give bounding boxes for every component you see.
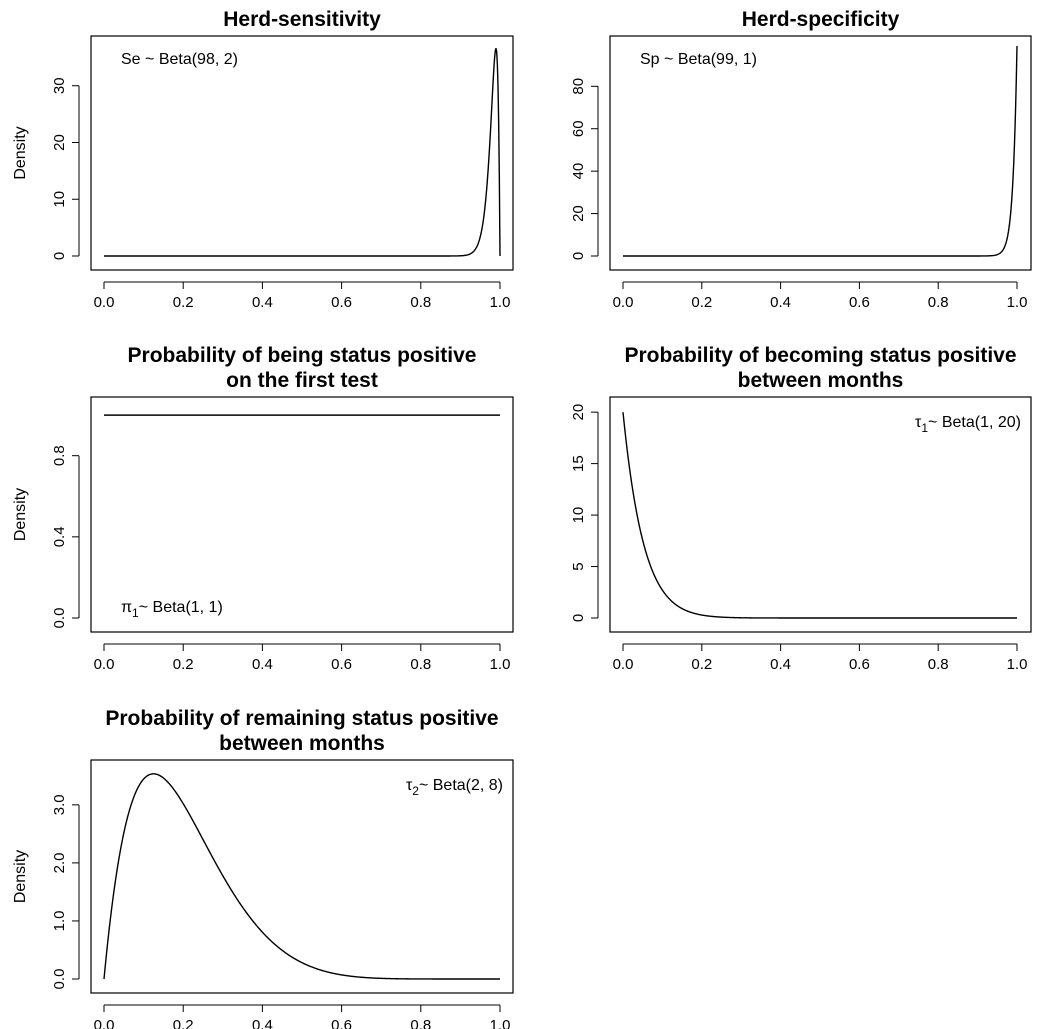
- panel-1: Herd-sensitivity 0.0 0.2 0.4 0.6 0.8 1.0 0 10 20 3…: [12, 8, 514, 311]
- panel-title: Probability of remaining status positive: [105, 707, 498, 730]
- x-tick-label: 0.6: [849, 656, 870, 673]
- x-tick-label: 0.8: [410, 1017, 431, 1029]
- y-tick-label: 2.0: [51, 852, 68, 873]
- distribution-annotation: Sp ~ Beta(99, 1): [640, 51, 757, 68]
- panel-title: between months: [219, 732, 385, 755]
- panel-4: Probability of becoming status positiveb…: [570, 344, 1032, 673]
- panel-title: Herd-specificity: [742, 8, 900, 31]
- y-tick-label: 0: [51, 252, 68, 260]
- annotation-subscript: 1: [132, 606, 139, 620]
- x-tick-label: 0.4: [252, 1017, 273, 1029]
- panel-title: Herd-sensitivity: [223, 8, 381, 31]
- x-tick-label: 0.6: [331, 1017, 352, 1029]
- annotation-subscript: 2: [412, 784, 419, 798]
- x-tick-label: 0.6: [331, 294, 352, 311]
- annotation-text: ~ Beta(2, 8): [419, 777, 503, 794]
- y-tick-label: 20: [51, 134, 68, 151]
- y-tick-label: 0.0: [51, 969, 68, 990]
- y-tick-label: 20: [570, 404, 587, 421]
- y-tick-label: 0.4: [51, 526, 68, 547]
- x-tick-label: 0.0: [613, 294, 634, 311]
- plot-frame: [609, 35, 1032, 271]
- x-tick-label: 0.2: [691, 294, 712, 311]
- y-tick-label: 0.0: [51, 608, 68, 629]
- x-tick-label: 0.4: [252, 294, 273, 311]
- annotation-symbol: π: [121, 599, 132, 616]
- plot-frame: [90, 396, 514, 633]
- plot-frame: [609, 396, 1032, 633]
- panel-title: Probability of becoming status positive: [624, 344, 1016, 367]
- annotation-text: ~ Beta(1, 1): [139, 599, 223, 616]
- panel-2: Herd-specificity 0.0 0.2 0.4 0.6 0.8 1.0 0 20 40 6…: [570, 8, 1032, 311]
- panel-title: on the first test: [226, 369, 378, 392]
- y-axis-label: Density: [12, 488, 29, 541]
- distribution-annotation: τ2~ Beta(2, 8): [406, 777, 503, 798]
- distribution-annotation: π1~ Beta(1, 1): [121, 599, 223, 620]
- y-tick-label: 80: [570, 78, 587, 95]
- y-axis-label: Density: [12, 126, 29, 179]
- plot-frame: [90, 759, 514, 994]
- x-tick-label: 1.0: [1007, 656, 1028, 673]
- y-tick-label: 20: [570, 205, 587, 222]
- density-curve: [103, 773, 500, 980]
- x-tick-label: 0.4: [770, 294, 791, 311]
- annotation-symbol: τ: [406, 777, 413, 794]
- y-tick-label: 5: [570, 562, 587, 570]
- annotation-symbol: Sp: [640, 51, 660, 68]
- annotation-subscript: 1: [921, 421, 928, 435]
- x-tick-label: 1.0: [490, 294, 511, 311]
- y-tick-label: 3.0: [51, 794, 68, 815]
- annotation-text: ~ Beta(99, 1): [660, 51, 757, 68]
- y-tick-label: 60: [570, 120, 587, 137]
- x-tick-label: 0.6: [849, 294, 870, 311]
- x-tick-label: 0.8: [410, 656, 431, 673]
- panel-5: Probability of remaining status positive…: [12, 707, 514, 1029]
- y-tick-label: 0.8: [51, 445, 68, 466]
- x-tick-label: 0.4: [252, 656, 273, 673]
- density-curve: [622, 412, 1017, 619]
- annotation-symbol: τ: [915, 414, 922, 431]
- x-tick-label: 1.0: [490, 1017, 511, 1029]
- x-tick-label: 0.8: [928, 294, 949, 311]
- y-tick-label: 1.0: [51, 911, 68, 932]
- distribution-annotation: τ1~ Beta(1, 20): [915, 414, 1021, 435]
- x-tick-label: 0.4: [770, 656, 791, 673]
- y-tick-label: 40: [570, 163, 587, 180]
- x-tick-label: 0.0: [94, 294, 115, 311]
- plot-frame: [90, 35, 514, 271]
- y-tick-label: 0: [570, 614, 587, 622]
- x-tick-label: 0.2: [173, 1017, 194, 1029]
- y-tick-label: 0: [570, 252, 587, 260]
- y-axis-label: Density: [12, 850, 29, 903]
- y-tick-label: 15: [570, 455, 587, 472]
- x-tick-label: 0.0: [613, 656, 634, 673]
- x-tick-label: 0.0: [94, 656, 115, 673]
- x-tick-label: 0.2: [173, 656, 194, 673]
- y-tick-label: 10: [51, 191, 68, 208]
- x-tick-label: 1.0: [490, 656, 511, 673]
- x-tick-label: 1.0: [1007, 294, 1028, 311]
- density-curve: [623, 45, 1018, 257]
- y-tick-label: 10: [570, 507, 587, 524]
- x-tick-label: 0.2: [173, 294, 194, 311]
- panel-title: Probability of being status positive: [128, 344, 477, 367]
- x-tick-label: 0.2: [691, 656, 712, 673]
- panel-title: between months: [738, 369, 904, 392]
- x-tick-label: 0.6: [331, 656, 352, 673]
- distribution-annotation: Se ~ Beta(98, 2): [121, 51, 238, 68]
- x-tick-label: 0.8: [928, 656, 949, 673]
- density-curve: [104, 48, 501, 257]
- annotation-symbol: Se: [121, 51, 141, 68]
- x-tick-label: 0.8: [410, 294, 431, 311]
- annotation-text: ~ Beta(98, 2): [141, 51, 238, 68]
- annotation-text: ~ Beta(1, 20): [928, 414, 1021, 431]
- x-tick-label: 0.0: [94, 1017, 115, 1029]
- y-tick-label: 30: [51, 77, 68, 94]
